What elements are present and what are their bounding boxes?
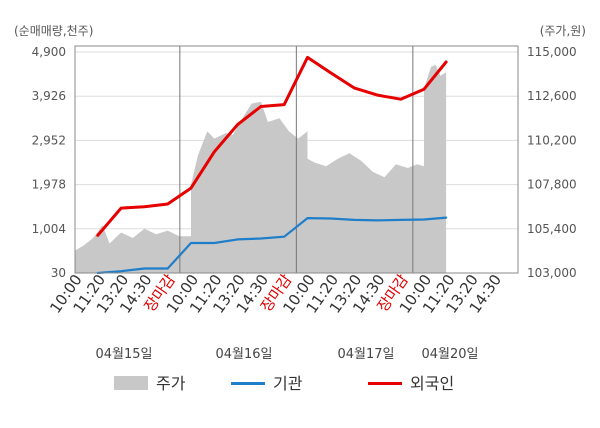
right-tick-label: 112,600 xyxy=(527,89,577,103)
right-tick-label: 107,800 xyxy=(527,178,577,192)
x-axis-ticks: 10:0011:2013:2014:30장마감10:0011:2013:2014… xyxy=(46,271,505,317)
left-axis-unit-label: (순매매량,천주) xyxy=(14,23,93,38)
foreign-line xyxy=(96,55,448,237)
date-label: 04월16일 xyxy=(215,347,272,362)
right-axis-ticks: 115,000 112,600 110,200 107,800 105,400 103,0… xyxy=(527,45,577,280)
price-area-layer xyxy=(74,64,447,274)
right-tick-label: 115,000 xyxy=(527,45,577,59)
legend-price-swatch xyxy=(114,376,148,390)
institution-line xyxy=(96,216,448,275)
left-tick-label: 1,004 xyxy=(32,222,66,236)
session-dividers xyxy=(179,46,414,273)
right-axis-unit-label: (주가,원) xyxy=(540,24,586,38)
left-tick-label: 30 xyxy=(51,266,66,280)
legend: 주가 기관 외국인 xyxy=(114,374,454,393)
right-tick-label: 103,000 xyxy=(527,266,577,280)
left-tick-label: 2,952 xyxy=(32,133,66,147)
left-axis-ticks: 4,900 3,926 2,952 1,978 1,004 30 xyxy=(32,45,66,280)
right-tick-label: 105,400 xyxy=(527,222,577,236)
legend-foreign-label: 외국인 xyxy=(410,374,454,393)
date-labels: 04월15일 04월16일 04월17일 04월20일 xyxy=(95,347,478,362)
date-label: 04월15일 xyxy=(95,347,152,362)
legend-institution-swatch xyxy=(231,382,265,385)
left-tick-label: 4,900 xyxy=(32,45,66,59)
date-label: 04월17일 xyxy=(337,347,394,362)
net-volume-lines xyxy=(96,55,448,275)
price-area xyxy=(74,64,447,274)
left-tick-label: 3,926 xyxy=(32,89,66,103)
date-label: 04월20일 xyxy=(421,347,478,362)
legend-price-label: 주가 xyxy=(156,374,186,393)
legend-foreign-swatch xyxy=(368,382,402,385)
legend-institution-label: 기관 xyxy=(273,374,303,393)
plot-frame xyxy=(74,45,519,274)
right-tick-label: 110,200 xyxy=(527,133,577,147)
left-tick-label: 1,978 xyxy=(32,178,66,192)
